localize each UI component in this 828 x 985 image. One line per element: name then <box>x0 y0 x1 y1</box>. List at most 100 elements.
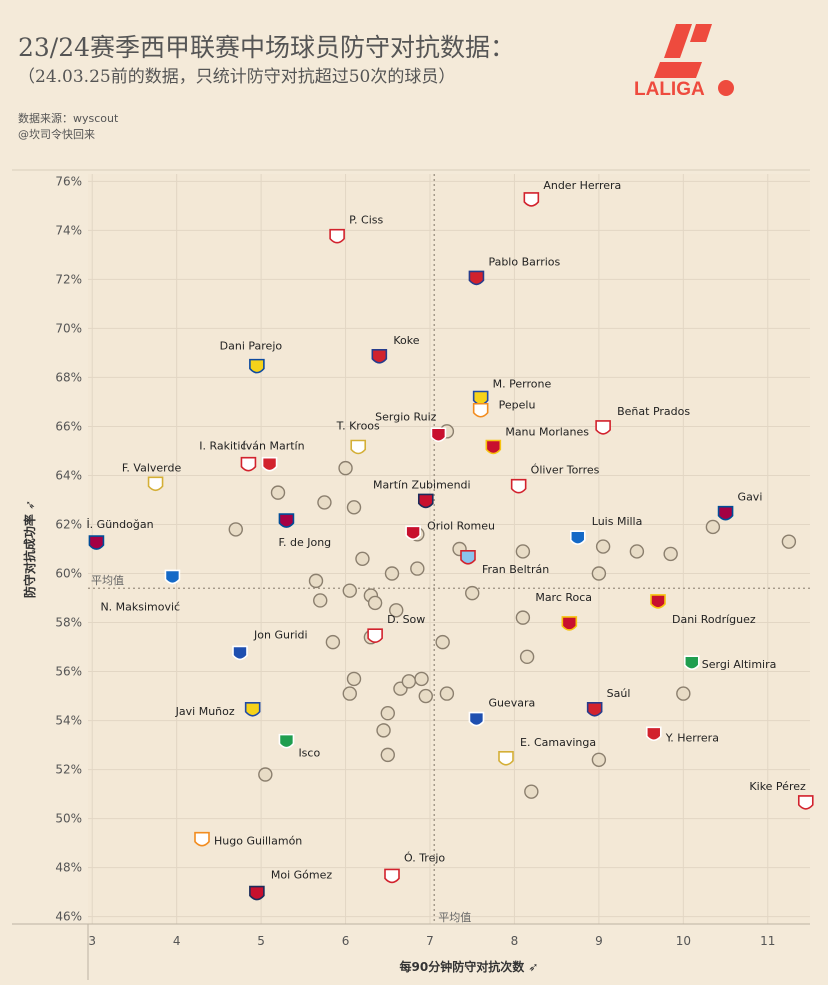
club-badge-icon <box>194 831 210 847</box>
plot-area <box>88 174 810 924</box>
x-tick-label: 3 <box>88 934 96 948</box>
player-label: Pepelu <box>499 399 536 412</box>
club-badge-icon <box>468 270 485 286</box>
y-tick-label: 70% <box>55 321 82 335</box>
player-label: Martín Zubimendi <box>373 478 471 491</box>
data-point <box>519 649 535 665</box>
source-line: 数据来源：wyscout <box>18 112 119 125</box>
player-label: F. de Jong <box>278 536 331 549</box>
data-point <box>389 603 404 618</box>
data-point <box>435 634 450 650</box>
y-tick-label: 72% <box>55 272 82 286</box>
y-tick-label: 46% <box>55 910 82 924</box>
club-badge-icon <box>278 513 295 528</box>
player-label: Oriol Romeu <box>427 519 495 532</box>
player-label: Isco <box>298 747 320 760</box>
club-badge-icon <box>468 711 485 727</box>
data-point <box>401 674 417 689</box>
y-tick-label: 48% <box>55 861 82 875</box>
club-badge-icon <box>498 750 514 766</box>
author-line: @坎司令快回来 <box>18 128 95 141</box>
x-tick-label: 8 <box>511 934 519 948</box>
player-label: Kike Pérez <box>749 780 806 793</box>
y-tick-label: 68% <box>55 370 82 384</box>
club-badge-icon <box>645 726 662 742</box>
player-label: Hugo Guillamón <box>214 835 302 848</box>
player-label: Javi Muñoz <box>175 705 235 718</box>
club-badge-icon <box>405 525 421 541</box>
player-label: Gavi <box>738 491 763 504</box>
data-point <box>781 534 797 549</box>
data-point <box>410 561 425 576</box>
player-label: P. Ciss <box>349 214 383 227</box>
player-label: Koke <box>393 334 419 347</box>
club-badge-icon <box>460 550 476 565</box>
data-point <box>705 519 721 535</box>
x-tick-label: 10 <box>676 934 691 948</box>
y-tick-label: 62% <box>55 517 82 531</box>
player-label: Guevara <box>488 697 535 710</box>
data-point <box>346 671 362 687</box>
club-badge-icon <box>683 655 700 670</box>
club-badge-icon <box>485 439 502 455</box>
club-badge-icon <box>249 885 265 901</box>
club-badge-icon <box>561 616 578 631</box>
laliga-logo: LALIGA <box>634 24 734 100</box>
x-tick-label: 11 <box>760 934 775 948</box>
player-label: Manu Morlanes <box>505 426 589 439</box>
player-label: Óliver Torres <box>531 464 600 477</box>
player-label: Luis Milla <box>592 515 643 528</box>
club-badge-icon <box>244 701 261 717</box>
y-tick-label: 64% <box>55 468 82 482</box>
player-label: E. Camavinga <box>520 736 596 749</box>
data-point <box>414 671 429 687</box>
player-label: Sergio Ruiz <box>375 410 437 423</box>
chart-title: 23/24赛季西甲联赛中场球员防守对抗数据： <box>18 33 516 62</box>
laliga-wordmark: LALIGA <box>634 79 705 100</box>
data-point <box>515 610 531 625</box>
chart-subtitle: （24.03.25前的数据，只统计防守对抗超过50次的球员） <box>18 67 456 87</box>
player-label: M. Perrone <box>493 377 552 390</box>
player-label: Moi Gómez <box>271 869 333 882</box>
data-point <box>380 706 395 721</box>
player-label: Iván Martín <box>243 440 305 453</box>
y-tick-label: 52% <box>55 763 82 777</box>
y-tick-label: 76% <box>55 174 82 188</box>
data-point <box>384 566 400 581</box>
club-badge-icon <box>88 535 105 550</box>
x-tick-label: 4 <box>173 934 181 948</box>
data-point <box>676 686 691 701</box>
club-badge-icon <box>329 228 345 244</box>
y-tick-label: 56% <box>55 665 82 679</box>
data-point <box>524 784 539 799</box>
data-point <box>325 634 341 650</box>
club-badge-icon <box>797 795 814 810</box>
data-point <box>338 460 353 476</box>
club-badge-icon <box>232 645 248 661</box>
club-badge-icon <box>147 476 164 492</box>
y-tick-label: 74% <box>55 223 82 237</box>
club-badge-icon <box>278 733 295 749</box>
data-point <box>308 573 324 589</box>
mean-y-label: 平均值 <box>91 574 124 587</box>
data-point <box>465 585 480 601</box>
data-point <box>342 686 357 701</box>
data-point <box>591 566 607 581</box>
y-axis-title: 防守对抗成功率 ➶ <box>22 500 37 598</box>
club-badge-icon <box>569 530 586 545</box>
player-label: Dani Parejo <box>220 340 283 353</box>
data-point <box>418 688 433 704</box>
y-tick-label: 54% <box>55 714 82 728</box>
player-label: Fran Beltrán <box>482 563 549 576</box>
data-point <box>629 544 645 559</box>
laliga-ea-badge-icon <box>718 80 734 96</box>
data-point <box>258 767 273 782</box>
player-label: Marc Roca <box>535 591 592 604</box>
club-badge-icon <box>586 701 603 717</box>
y-tick-label: 58% <box>55 616 82 630</box>
data-point <box>228 522 243 537</box>
player-label: Ó. Trejo <box>404 851 445 864</box>
data-point <box>342 583 357 598</box>
player-label: Sergi Altimira <box>702 658 777 671</box>
club-badge-icon <box>472 402 489 418</box>
